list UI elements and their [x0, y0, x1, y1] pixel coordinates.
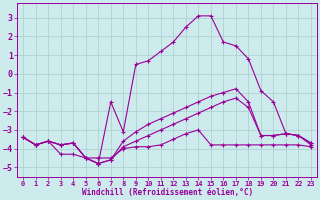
- X-axis label: Windchill (Refroidissement éolien,°C): Windchill (Refroidissement éolien,°C): [82, 188, 253, 197]
